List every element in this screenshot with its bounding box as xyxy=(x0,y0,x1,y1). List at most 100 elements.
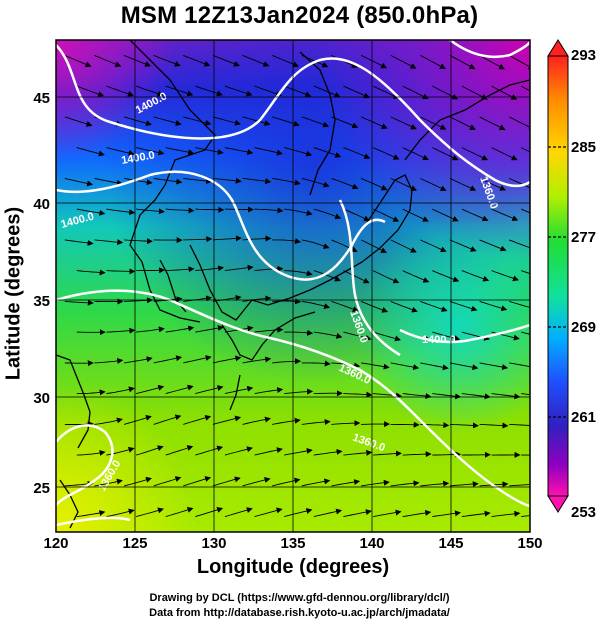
streamline xyxy=(343,331,372,341)
streamline xyxy=(390,421,420,428)
streamline xyxy=(432,331,461,342)
streamline xyxy=(76,510,106,518)
streamline xyxy=(301,418,331,425)
streamline xyxy=(224,507,253,518)
streamline xyxy=(242,235,272,242)
streamline xyxy=(331,300,359,312)
streamline xyxy=(284,208,313,216)
streamline xyxy=(135,147,165,156)
streamline xyxy=(183,116,212,126)
streamline xyxy=(284,85,312,98)
streamline xyxy=(64,116,93,127)
streamline xyxy=(106,268,136,275)
streamline xyxy=(390,300,418,313)
latitude-ticks: 25 30 35 40 45 xyxy=(33,90,50,497)
streamline xyxy=(509,239,530,251)
streamline xyxy=(313,270,341,282)
streamline xyxy=(76,147,105,157)
streamline xyxy=(123,415,152,425)
plot-frame xyxy=(55,39,531,533)
lon-tick-label: 130 xyxy=(201,535,226,552)
streamline xyxy=(195,147,224,155)
streamline xyxy=(372,85,400,99)
streamline xyxy=(284,388,314,395)
streamline xyxy=(165,325,195,333)
streamline xyxy=(509,362,530,368)
streamline xyxy=(153,414,182,425)
streamline xyxy=(520,85,530,92)
streamline xyxy=(420,480,450,487)
streamline xyxy=(301,116,330,128)
streamline xyxy=(301,360,331,367)
streamline xyxy=(195,325,224,333)
streamline xyxy=(343,449,373,456)
colorbar-bottom-arrow xyxy=(547,495,569,513)
streamline xyxy=(402,451,432,458)
streamline xyxy=(153,54,181,67)
streamline xyxy=(272,477,301,487)
credit-data-source: Data from http://database.rish.kyoto-u.a… xyxy=(149,607,450,619)
streamline xyxy=(313,331,343,339)
streamline xyxy=(135,507,164,518)
colorbar-label: 253 xyxy=(571,504,596,521)
streamline xyxy=(76,269,106,276)
streamline xyxy=(94,239,124,246)
streamline xyxy=(284,329,314,336)
streamline xyxy=(461,147,489,161)
streamline xyxy=(284,147,313,157)
streamline xyxy=(183,414,212,425)
colorbar: 293 285 277 269 261 253 xyxy=(547,39,596,521)
streamline xyxy=(343,509,372,518)
streamline xyxy=(402,509,432,518)
streamline xyxy=(331,116,359,129)
wind-streamlines xyxy=(64,54,530,518)
streamline xyxy=(343,208,370,222)
streamline xyxy=(402,147,429,161)
streamline xyxy=(449,362,479,371)
streamline xyxy=(360,177,388,191)
streamline xyxy=(64,54,92,68)
streamline xyxy=(331,177,359,190)
streamline xyxy=(449,239,477,252)
streamline xyxy=(479,239,507,252)
streamline xyxy=(390,116,417,130)
streamline xyxy=(390,362,420,371)
streamline xyxy=(272,177,301,186)
streamline xyxy=(165,147,195,156)
streamline xyxy=(432,147,459,161)
streamline xyxy=(284,270,313,277)
streamline xyxy=(123,476,152,487)
streamline xyxy=(254,507,283,518)
streamline xyxy=(136,267,166,274)
streamline xyxy=(123,54,152,67)
streamline xyxy=(449,422,479,429)
streamline xyxy=(313,147,342,158)
streamline xyxy=(479,362,509,370)
streamline xyxy=(449,481,479,488)
streamline xyxy=(491,208,519,221)
streamline xyxy=(360,300,389,313)
streamline xyxy=(254,147,283,156)
streamline xyxy=(343,147,371,160)
streamline xyxy=(165,507,194,518)
x-axis-title: Longitude (degrees) xyxy=(196,556,390,578)
streamline xyxy=(449,177,477,191)
streamline xyxy=(449,116,476,130)
streamline xyxy=(254,326,284,333)
streamline xyxy=(153,116,182,126)
streamline xyxy=(242,356,272,364)
streamline xyxy=(212,177,242,184)
streamline xyxy=(402,392,432,399)
streamline xyxy=(224,85,253,97)
streamline xyxy=(135,445,164,456)
streamline xyxy=(242,116,271,126)
streamline xyxy=(224,264,254,272)
streamline xyxy=(373,450,402,457)
streamline xyxy=(313,448,343,456)
streamline xyxy=(242,177,272,185)
streamline xyxy=(94,357,124,364)
streamline xyxy=(479,55,505,70)
streamline xyxy=(254,85,282,97)
streamline xyxy=(509,484,530,487)
lat-tick-label: 45 xyxy=(33,90,50,107)
